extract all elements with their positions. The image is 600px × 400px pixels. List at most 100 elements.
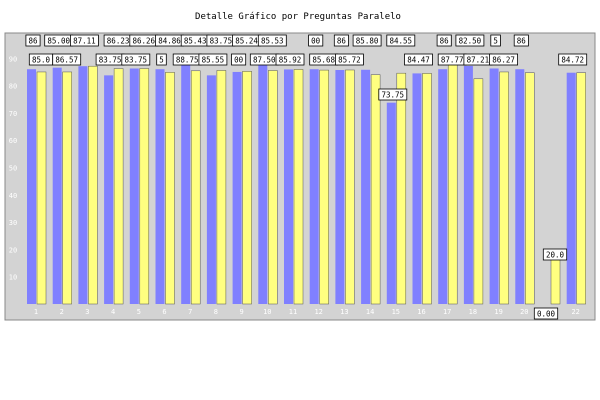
bar-series-1 (335, 69, 345, 304)
bar-series-1 (258, 65, 268, 304)
data-label-box (70, 34, 99, 47)
bar-series-1 (515, 69, 525, 304)
data-label-box (436, 34, 452, 47)
bar-series-1 (309, 69, 319, 304)
bar-series-2 (319, 69, 329, 305)
x-tick-label: 9 (239, 308, 243, 316)
y-tick-label: 90 (9, 55, 17, 63)
x-tick-label: 18 (469, 308, 477, 316)
bar-series-1 (386, 102, 396, 304)
bar-series-2 (88, 65, 98, 305)
bar-series-1 (78, 66, 88, 304)
x-tick-label: 11 (289, 308, 297, 316)
bar-series-2 (36, 71, 47, 305)
data-label: 85.92 (279, 56, 302, 65)
y-tick-label: 30 (9, 219, 17, 227)
data-label-box (275, 53, 305, 66)
data-labels: 86 85.0 85.00 86.57 87.11 83.75 86.23 83.75 86.2… (25, 34, 588, 320)
x-tick-label: 22 (571, 308, 579, 316)
bar-series-1 (129, 68, 139, 305)
data-label: 85.53 (261, 37, 284, 46)
bar-series-1 (206, 75, 216, 304)
data-label: 86 (28, 37, 38, 46)
data-label-box (308, 34, 324, 47)
bar-series-2 (268, 70, 278, 305)
data-label: 00 (311, 37, 321, 46)
x-tick-label: 12 (314, 308, 322, 316)
x-tick-label: 2 (60, 308, 64, 316)
bar-series-1 (489, 68, 499, 304)
bars (27, 61, 586, 305)
data-label: 73.75 (382, 91, 405, 100)
data-label: 83.75 (125, 56, 148, 65)
x-tick-label: 4 (111, 308, 115, 316)
data-label-box (333, 34, 349, 47)
data-label-box (558, 53, 588, 66)
data-label-box (378, 88, 408, 101)
data-label: 86 (440, 37, 450, 46)
y-tick-label: 50 (9, 165, 17, 173)
data-label-box (404, 53, 433, 66)
data-label-box (352, 34, 382, 47)
bar-series-2 (525, 72, 535, 305)
data-label: 83.75 (99, 56, 122, 65)
data-label: 86 (517, 37, 527, 46)
data-label: 85.24 (235, 37, 258, 46)
data-label: 87.50 (253, 56, 276, 65)
bar-series-2 (139, 68, 150, 305)
data-label: 82.50 (459, 37, 482, 46)
x-tick-label: 3 (85, 308, 89, 316)
bar-series-1 (412, 73, 422, 304)
bar-series-2 (422, 73, 432, 305)
x-tick-label: 7 (188, 308, 192, 316)
data-label: 85.00 (47, 37, 70, 46)
bar-series-2 (113, 68, 124, 305)
data-label-box (121, 53, 151, 66)
data-label-box (513, 34, 529, 47)
data-label: 86.23 (107, 37, 130, 46)
data-label-box (489, 53, 519, 66)
y-tick-label: 80 (9, 83, 17, 91)
data-label: 87.11 (73, 37, 96, 46)
data-label: 00 (234, 56, 244, 65)
x-tick-label: 16 (417, 308, 425, 316)
bar-series-2 (499, 71, 509, 305)
bar-series-1 (463, 65, 473, 304)
data-label: 5 (159, 56, 164, 65)
data-label: 88.75 (176, 56, 199, 65)
y-tick-label: 70 (9, 110, 17, 118)
data-label: 86 (337, 37, 347, 46)
bar-series-2 (473, 78, 484, 305)
bar-series-2 (242, 71, 252, 305)
data-label: 86.27 (492, 56, 515, 65)
bar-series-1 (104, 75, 114, 304)
data-label: 86.57 (55, 56, 78, 65)
data-label-box (386, 34, 416, 47)
x-tick-label: 13 (340, 308, 348, 316)
data-label-box (542, 248, 568, 261)
data-label-box (455, 34, 485, 47)
x-tick-label: 8 (214, 308, 218, 316)
bar-series-2 (216, 70, 227, 305)
data-label: 86.26 (133, 37, 156, 46)
bar-series-1 (52, 67, 62, 304)
data-label-box (490, 34, 501, 47)
data-label-box (25, 34, 41, 47)
data-label: 0.00 (537, 310, 556, 319)
bar-series-1 (566, 72, 576, 304)
data-label: 85.43 (184, 37, 207, 46)
y-tick-label: 10 (9, 274, 17, 282)
data-label: 85.0 (32, 56, 51, 65)
bar-series-1 (438, 69, 448, 304)
data-label-box (156, 53, 167, 66)
bar-series-1 (27, 69, 36, 304)
x-tick-label: 10 (263, 308, 271, 316)
data-label-box (52, 53, 82, 66)
x-tick-label: 19 (494, 308, 502, 316)
data-label: 20.0 (546, 251, 565, 260)
data-label: 84.86 (158, 37, 181, 46)
bar-series-1 (155, 69, 165, 304)
chart-title: Detalle Gráfico por Preguntas Paralelo (195, 12, 401, 22)
y-tick-label: 20 (9, 246, 17, 254)
